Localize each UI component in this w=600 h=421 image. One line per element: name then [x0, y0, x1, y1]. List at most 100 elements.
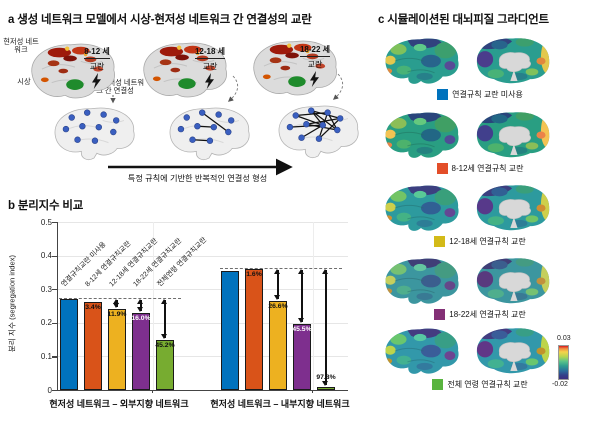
arrowhead-down-icon: [274, 295, 281, 301]
lightning-icon: [92, 73, 101, 89]
gradient-brain-lateral: [378, 181, 464, 237]
legend-row-4: 18-22세 연결규칙 교란: [376, 306, 584, 324]
panel-b-tag: b: [8, 200, 15, 212]
colorbar-max-label: 0.03: [557, 335, 571, 342]
percent-change-label: 45.5%: [292, 326, 312, 334]
range-arrow-icon: [137, 298, 144, 313]
bar: [293, 324, 311, 390]
range-arrow-icon: [274, 269, 281, 301]
gridline: [58, 322, 348, 324]
gridline: [58, 255, 348, 257]
gradient-brain-medial: [470, 181, 556, 237]
gradient-row-3: 12-18세 연결규칙 교란: [376, 179, 598, 251]
gradient-brain-medial: [470, 34, 556, 90]
percent-change-label: 97.8%: [316, 374, 336, 382]
group-label: 현저성 네트워크 – 내부지향 네트워크: [210, 399, 350, 409]
colorbar: [558, 345, 569, 380]
gradient-row-2: 8-12세 연결규칙 교란: [376, 106, 598, 178]
legend-swatch: [436, 163, 448, 175]
panel-b: b 분리지수 비교 분리 지수 (segregation index) 3.4% 1…: [0, 195, 375, 421]
gridline: [58, 289, 348, 291]
y-tick-mark: [52, 255, 57, 257]
reference-dashed-line: [59, 297, 181, 299]
y-tick-mark: [52, 322, 57, 324]
arrowhead-down-icon: [322, 381, 329, 387]
legend-row-3: 12-18세 연결규칙 교란: [376, 233, 584, 251]
panel-b-title: b 분리지수 비교: [8, 200, 84, 212]
gradient-brain-lateral: [378, 324, 464, 380]
arrowhead-up-icon: [322, 269, 329, 275]
legend-swatch: [437, 89, 449, 101]
bar: [269, 301, 287, 390]
legend-row-5: 전체 연령 연결규칙 교란: [376, 376, 584, 394]
gridline: [153, 222, 154, 390]
panel-c-title: c 시뮬레이션된 대뇌피질 그라디언트: [378, 14, 549, 26]
stage-2-age: 12-18 세: [194, 46, 226, 59]
gradient-row-5: 전체 연령 연결규칙 교란: [376, 322, 598, 394]
panel-c-tag: c: [378, 14, 385, 26]
bar: [84, 301, 102, 390]
progression-caption: 특정 규칙에 기반한 반복적인 연결성 형성: [127, 174, 268, 183]
stage-3: 18-22 세 교란: [292, 39, 338, 88]
brain-network-stage-3: [278, 105, 359, 159]
arrowhead-down-icon: [161, 333, 168, 339]
brain-network-stage-1: [54, 107, 135, 161]
arrowhead-up-icon: [137, 298, 144, 304]
gridline: [58, 356, 348, 358]
bar: [245, 269, 263, 390]
percent-change-label: 3.4%: [85, 303, 101, 311]
y-axis-label: 분리 지수 (segregation index): [7, 254, 17, 353]
gridline: [58, 222, 348, 223]
legend-label: 8-12세 연결규칙 교란: [451, 164, 524, 174]
stage-3-perturb: 교란: [307, 60, 323, 69]
y-tick-label: 0.2: [40, 318, 52, 328]
y-tick-mark: [52, 390, 57, 392]
stage-1-perturb: 교란: [89, 62, 105, 71]
legend-row-1: 연결규칙 교란 미사용: [376, 86, 584, 104]
y-tick-label: 0.5: [40, 217, 52, 227]
gradient-brain-lateral: [378, 254, 464, 310]
stage-1-age: 8-12 세: [84, 46, 110, 59]
reference-dashed-line: [220, 268, 342, 270]
legend-label: 전체 연령 연결규칙 교란: [447, 380, 528, 390]
gradient-brain-medial: [470, 324, 556, 380]
salience-network-label: 현저성 네트워크: [3, 37, 39, 55]
legend-label: 12-18세 연결규칙 교란: [449, 237, 526, 247]
y-tick-mark: [52, 289, 57, 291]
gradient-row-1: 연결규칙 교란 미사용: [376, 32, 598, 104]
gradient-brain-lateral: [378, 108, 464, 164]
x-tick-mark: [312, 390, 314, 393]
stage-2: 12-18 세 교란: [187, 41, 233, 90]
percent-change-label: 11.9%: [107, 311, 127, 319]
arrowhead-up-icon: [274, 269, 281, 275]
x-tick-mark: [152, 390, 154, 393]
percent-change-label: 45.2%: [155, 341, 175, 349]
gridline: [313, 222, 314, 390]
y-tick-label: 0.4: [40, 251, 52, 261]
brain-network-stage-2: [169, 107, 250, 161]
stage-2-perturb: 교란: [202, 62, 218, 71]
y-tick-label: 0.3: [40, 284, 52, 294]
legend-swatch: [434, 309, 446, 321]
bar: [108, 309, 126, 390]
gradient-brain-medial: [470, 108, 556, 164]
gradient-row-4: 18-22세 연결규칙 교란: [376, 252, 598, 324]
arrowhead-up-icon: [298, 269, 305, 275]
legend-swatch: [434, 236, 446, 248]
legend-row-2: 8-12세 연결규칙 교란: [376, 160, 584, 178]
bar: [221, 271, 239, 390]
legend-label: 18-22세 연결규칙 교란: [449, 310, 526, 320]
arrowhead-down-icon: [137, 307, 144, 313]
bar-chart-plot-area: 3.4% 11.9% 16.0% 45.2% 1.6% 26.6% 45.5% 97.8%: [57, 222, 348, 391]
percent-change-label: 26.6%: [268, 303, 288, 311]
percent-change-label: 16.0%: [131, 315, 151, 323]
group-label: 현저성 네트워크 – 외부지향 네트워크: [49, 399, 189, 409]
lightning-icon: [205, 73, 214, 89]
lightning-icon: [310, 71, 319, 87]
percent-change-label: 1.6%: [246, 271, 262, 279]
panel-a-title: a 생성 네트워크 모델에서 시상-현저성 네트워크 간 연결성의 교란: [8, 14, 312, 26]
range-arrow-icon: [322, 269, 329, 387]
connection-label: 시상-현저성 네트워크 간 연결성: [85, 78, 145, 96]
arrowhead-up-icon: [161, 298, 168, 304]
